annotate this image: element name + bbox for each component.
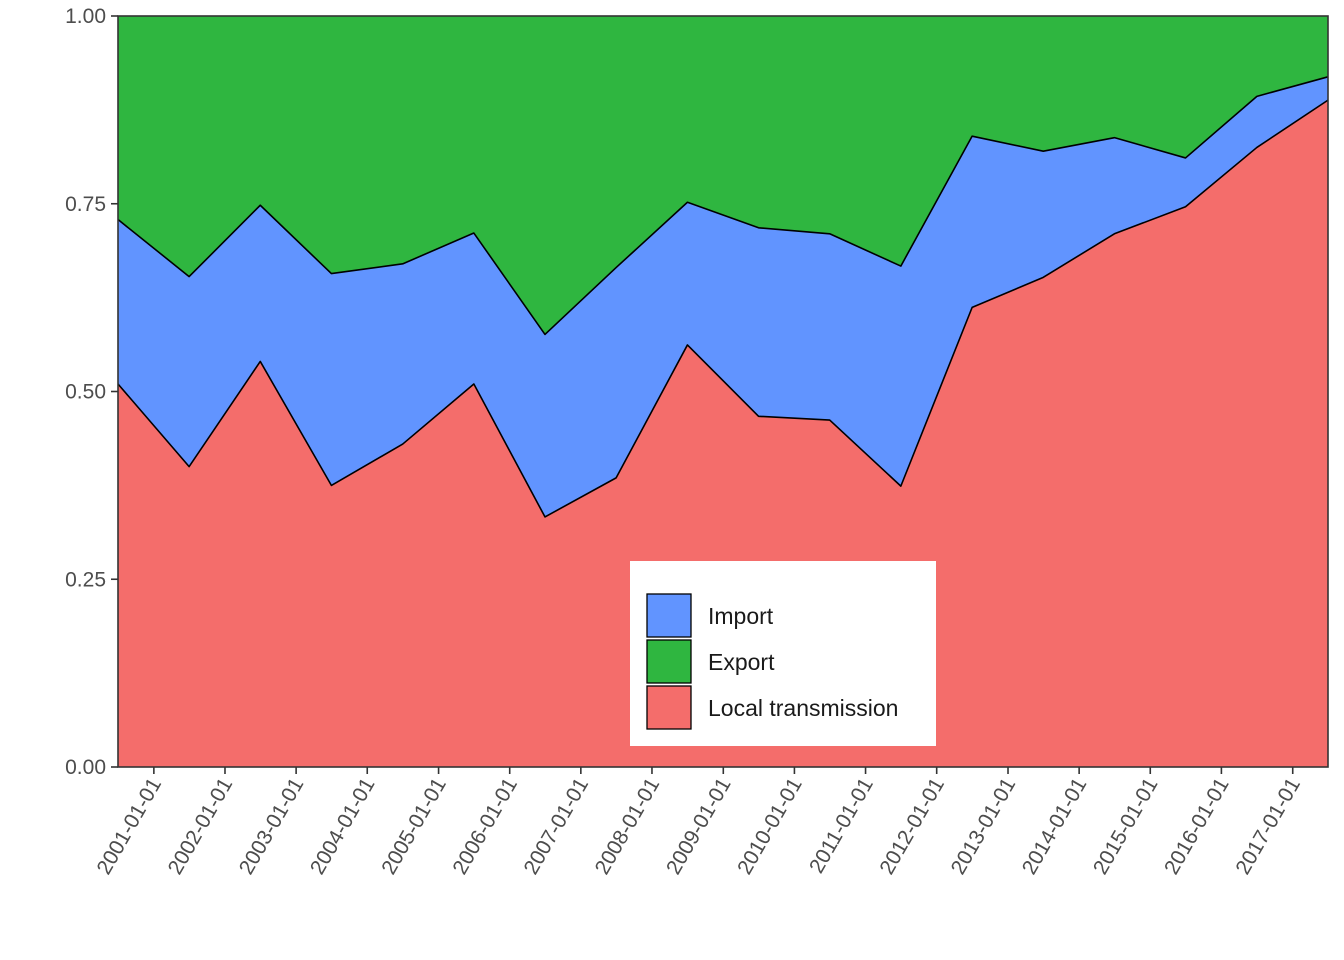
area-layers [117, 16, 1329, 768]
x-tick-label: 2016-01-01 [1160, 774, 1234, 879]
boundary-line-local-transmission [117, 99, 1329, 518]
legend-label-export: Export [708, 649, 775, 675]
x-axis: 2001-01-012002-01-012003-01-012004-01-01… [93, 767, 1305, 879]
y-tick-label: 0.50 [65, 381, 106, 404]
legend-key-import [646, 593, 692, 638]
x-tick-label: 2011-01-01 [805, 774, 878, 877]
x-tick-label: 2007-01-01 [520, 774, 594, 879]
area-export [118, 16, 1328, 335]
x-tick-label: 2003-01-01 [235, 774, 309, 879]
area-local-transmission [118, 100, 1328, 768]
legend-label-local-transmission: Local transmission [708, 695, 898, 721]
y-tick-label: 0.25 [65, 568, 106, 591]
boundary-line-import [117, 76, 1329, 336]
x-tick-label: 2010-01-01 [733, 774, 807, 879]
legend: Import Export Local transmission [630, 561, 936, 746]
y-tick-label: 0.00 [65, 756, 106, 779]
x-tick-label: 2008-01-01 [591, 774, 665, 879]
legend-key-export [646, 639, 692, 684]
x-tick-label: 2015-01-01 [1089, 774, 1163, 879]
legend-label-import: Import [708, 603, 774, 629]
x-tick-label: 2014-01-01 [1018, 774, 1092, 879]
x-tick-label: 2012-01-01 [875, 774, 949, 879]
x-tick-label: 2013-01-01 [947, 774, 1021, 879]
y-tick-label: 0.75 [65, 193, 106, 216]
x-tick-label: 2017-01-01 [1231, 774, 1305, 879]
x-tick-label: 2009-01-01 [662, 774, 736, 879]
x-tick-label: 2004-01-01 [306, 774, 380, 879]
x-tick-label: 2005-01-01 [377, 774, 451, 879]
x-tick-label: 2002-01-01 [164, 774, 238, 879]
area-import [118, 76, 1328, 517]
x-tick-label: 2006-01-01 [448, 774, 522, 879]
x-tick-label: 2001-01-01 [93, 774, 167, 879]
y-axis: 0.00 0.25 0.50 0.75 1.00 [65, 5, 118, 779]
legend-key-local-transmission [646, 685, 692, 730]
y-tick-label: 1.00 [65, 5, 106, 28]
